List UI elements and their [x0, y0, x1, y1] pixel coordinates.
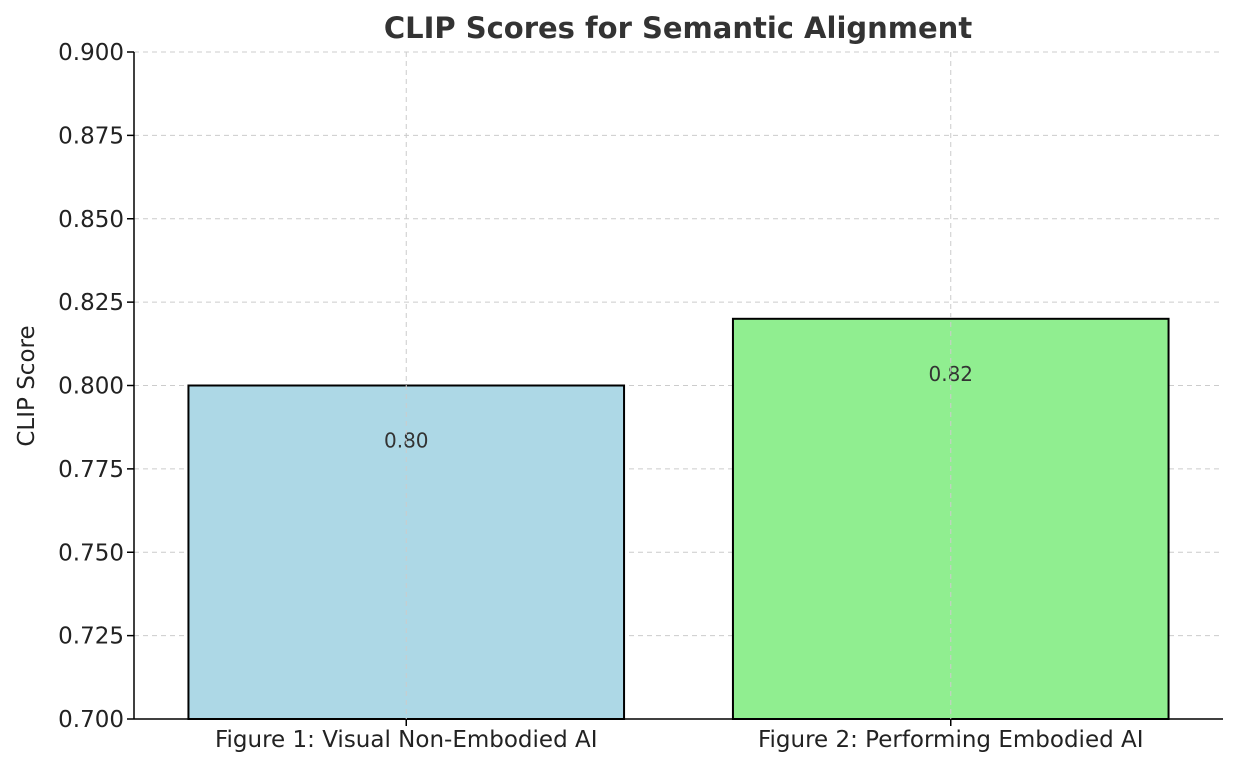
y-axis-label: CLIP Score [14, 325, 40, 446]
x-tick-label: Figure 1: Visual Non-Embodied AI [215, 727, 598, 753]
axes [127, 51, 1223, 726]
y-tick-label: 0.900 [58, 40, 124, 66]
y-tick-label: 0.775 [58, 457, 124, 483]
y-tick-label: 0.825 [58, 290, 124, 316]
x-tick-label: Figure 2: Performing Embodied AI [758, 727, 1144, 753]
y-tick-label: 0.725 [58, 624, 124, 650]
bars [187, 317, 1170, 720]
y-tick-label: 0.800 [58, 374, 124, 400]
y-tick-label: 0.850 [58, 207, 124, 233]
data-label: 0.82 [928, 362, 973, 386]
labels: 0.700 0.725 0.750 0.775 0.800 0.825 0.850 0.875… [58, 40, 1143, 753]
y-tick-label: 0.875 [58, 123, 124, 149]
y-tick-label: 0.700 [58, 707, 124, 733]
y-tick-label: 0.750 [58, 540, 124, 566]
chart-title: CLIP Scores for Semantic Alignment [384, 11, 973, 45]
